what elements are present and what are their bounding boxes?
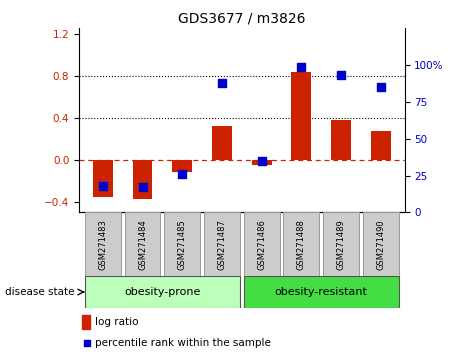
Bar xyxy=(133,160,153,199)
Bar xyxy=(331,120,351,160)
Bar xyxy=(292,73,311,160)
Point xyxy=(218,80,226,86)
Text: percentile rank within the sample: percentile rank within the sample xyxy=(95,338,271,348)
Text: GSM271484: GSM271484 xyxy=(138,219,147,270)
Bar xyxy=(212,126,232,160)
Bar xyxy=(82,315,90,329)
Point xyxy=(83,340,90,346)
Bar xyxy=(252,160,272,165)
Point xyxy=(337,73,345,78)
Point xyxy=(139,184,146,190)
Point xyxy=(99,183,106,189)
Text: GSM271485: GSM271485 xyxy=(178,219,187,270)
FancyBboxPatch shape xyxy=(165,212,200,276)
Point xyxy=(179,171,186,177)
FancyBboxPatch shape xyxy=(85,212,121,276)
Text: obesity-resistant: obesity-resistant xyxy=(275,287,368,297)
FancyBboxPatch shape xyxy=(284,212,319,276)
Text: GSM271483: GSM271483 xyxy=(99,219,107,270)
FancyBboxPatch shape xyxy=(204,212,240,276)
Text: GSM271486: GSM271486 xyxy=(257,219,266,270)
Text: log ratio: log ratio xyxy=(95,318,139,327)
Bar xyxy=(93,160,113,196)
Text: GSM271488: GSM271488 xyxy=(297,219,306,270)
FancyBboxPatch shape xyxy=(85,276,240,308)
Text: GSM271487: GSM271487 xyxy=(218,219,226,270)
Bar xyxy=(371,131,391,160)
Text: GSM271489: GSM271489 xyxy=(337,219,345,270)
FancyBboxPatch shape xyxy=(363,212,399,276)
Bar xyxy=(173,160,192,172)
Point xyxy=(377,84,385,90)
FancyBboxPatch shape xyxy=(244,212,279,276)
FancyBboxPatch shape xyxy=(323,212,359,276)
Text: obesity-prone: obesity-prone xyxy=(124,287,200,297)
Point xyxy=(298,64,305,69)
FancyBboxPatch shape xyxy=(244,276,399,308)
Text: GSM271490: GSM271490 xyxy=(376,219,385,270)
Text: disease state: disease state xyxy=(5,287,74,297)
Title: GDS3677 / m3826: GDS3677 / m3826 xyxy=(178,12,306,26)
Point xyxy=(258,158,266,164)
FancyBboxPatch shape xyxy=(125,212,160,276)
